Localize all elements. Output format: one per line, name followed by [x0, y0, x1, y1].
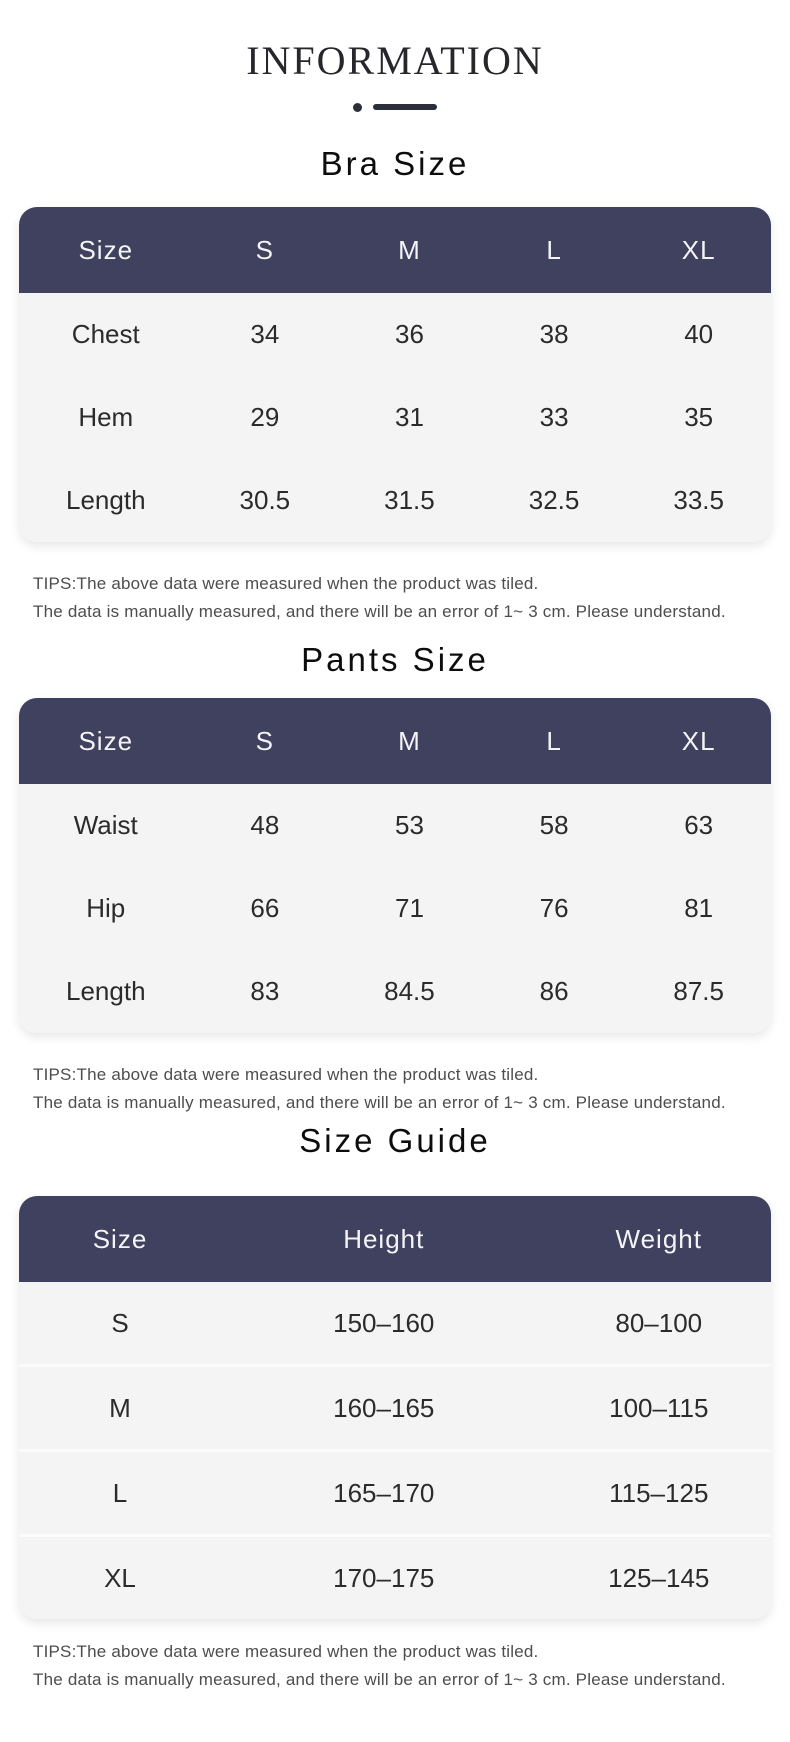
table-cell: 81 [684, 893, 714, 923]
row-label: Chest [71, 319, 140, 349]
table-cell: 36 [394, 319, 424, 349]
table-header-row: Size S M L XL [19, 207, 771, 293]
section-bra-size: Bra Size Size S M L XL Chest 34 36 38 40 Hem 29 31 3… [0, 146, 790, 626]
table-cell: 76 [539, 893, 569, 923]
ornament-dot-icon [353, 102, 362, 112]
tips-note: TIPS:The above data were measured when t… [33, 1061, 757, 1117]
table-cell: 40 [684, 319, 714, 349]
table-cell: 53 [394, 810, 424, 840]
table-body: Chest 34 36 38 40 Hem 29 31 33 35 Length 30.5 31.5 32… [19, 293, 771, 542]
table-row: L 165–170 115–125 [19, 1449, 771, 1534]
table-body: Waist 48 53 58 63 Hip 66 71 76 81 Length 83 84.5 86 87… [19, 784, 771, 1033]
table-cell: 30.5 [239, 485, 291, 515]
pants-size-table: Size S M L XL Waist 48 53 58 63 Hip 66 71 76 81 Length… [19, 698, 771, 1033]
table-row: Hip 66 71 76 81 [19, 867, 771, 950]
table-cell: 33 [539, 402, 569, 432]
section-title-bra-size: Bra Size [320, 145, 470, 182]
column-header-m: M [398, 725, 421, 756]
column-header-s: S [255, 725, 274, 756]
table-row: S 150–160 80–100 [19, 1282, 771, 1364]
table-cell: 32.5 [528, 485, 580, 515]
tips-line-1: TIPS:The above data were measured when t… [33, 1642, 539, 1661]
row-label: S [111, 1307, 129, 1338]
table-row: Waist 48 53 58 63 [19, 784, 771, 867]
title-ornament [0, 102, 790, 112]
table-cell: 80–100 [615, 1307, 703, 1338]
tips-note: TIPS:The above data were measured when t… [33, 1638, 757, 1694]
page-title: INFORMATION [246, 38, 544, 83]
table-cell: 33.5 [673, 485, 724, 515]
table-cell: 125–145 [608, 1562, 710, 1593]
column-header-weight: Weight [615, 1223, 702, 1254]
tips-line-1: TIPS:The above data were measured when t… [33, 574, 539, 593]
size-guide-table: Size Height Weight S 150–160 80–100 M 160–165 1… [19, 1196, 771, 1619]
table-cell: 66 [250, 893, 280, 923]
column-header-size: Size [78, 725, 134, 756]
row-label: Length [66, 485, 146, 515]
column-header-l: L [546, 725, 562, 756]
table-cell: 35 [684, 402, 714, 432]
table-row: Hem 29 31 33 35 [19, 376, 771, 459]
tips-line-2: The data is manually measured, and there… [33, 1093, 726, 1112]
table-header-row: Size S M L XL [19, 698, 771, 784]
table-cell: 29 [250, 402, 280, 432]
column-header-size: Size [92, 1223, 148, 1254]
row-label: Waist [73, 810, 138, 840]
table-cell: 58 [539, 810, 569, 840]
row-label: Hip [86, 893, 126, 923]
table-cell: 71 [394, 893, 424, 923]
table-row: M 160–165 100–115 [19, 1364, 771, 1449]
table-cell: 160–165 [333, 1392, 435, 1423]
table-cell: 170–175 [333, 1562, 435, 1593]
column-header-s: S [255, 234, 274, 265]
table-cell: 84.5 [384, 976, 435, 1006]
table-cell: 83 [250, 976, 280, 1006]
table-cell: 48 [250, 810, 280, 840]
row-label: Length [66, 976, 146, 1006]
table-cell: 115–125 [609, 1477, 709, 1508]
table-row: Length 83 84.5 86 87.5 [19, 950, 771, 1033]
section-size-guide: Size Guide Size Height Weight S 150–160 80–1… [0, 1123, 790, 1694]
table-cell: 34 [250, 319, 280, 349]
tips-line-2: The data is manually measured, and there… [33, 1670, 726, 1689]
table-cell: 87.5 [673, 976, 724, 1006]
table-cell: 31.5 [384, 485, 435, 515]
table-row: Chest 34 36 38 40 [19, 293, 771, 376]
table-cell: 38 [539, 319, 569, 349]
section-title-pants-size: Pants Size [301, 641, 489, 678]
column-header-xl: XL [681, 725, 716, 756]
tips-line-1: TIPS:The above data were measured when t… [33, 1065, 539, 1084]
column-header-m: M [398, 234, 421, 265]
table-cell: 86 [539, 976, 569, 1006]
column-header-size: Size [78, 234, 134, 265]
row-label: M [109, 1392, 131, 1423]
size-information-page: INFORMATION Bra Size Size S M L XL Chest 34 36… [0, 36, 790, 1694]
row-label: L [112, 1477, 128, 1508]
section-title-size-guide: Size Guide [299, 1122, 491, 1159]
bra-size-table: Size S M L XL Chest 34 36 38 40 Hem 29 31 33 35 Length… [19, 207, 771, 542]
tips-line-2: The data is manually measured, and there… [33, 602, 726, 621]
table-cell: 63 [684, 810, 714, 840]
column-header-l: L [546, 234, 562, 265]
ornament-line-icon [373, 104, 437, 110]
row-label: Hem [78, 402, 134, 432]
tips-note: TIPS:The above data were measured when t… [33, 570, 757, 626]
table-cell: 100–115 [609, 1392, 709, 1423]
table-cell: 165–170 [333, 1477, 435, 1508]
column-header-height: Height [343, 1223, 425, 1254]
table-cell: 31 [394, 402, 424, 432]
section-pants-size: Pants Size Size S M L XL Waist 48 53 58 63 Hip 66 7… [0, 642, 790, 1117]
table-body: S 150–160 80–100 M 160–165 100–115 L 165–170 115… [19, 1282, 771, 1619]
table-cell: 150–160 [333, 1307, 435, 1338]
table-header-row: Size Height Weight [19, 1196, 771, 1282]
table-row: Length 30.5 31.5 32.5 33.5 [19, 459, 771, 542]
table-row: XL 170–175 125–145 [19, 1534, 771, 1619]
row-label: XL [104, 1562, 136, 1593]
column-header-xl: XL [681, 234, 716, 265]
